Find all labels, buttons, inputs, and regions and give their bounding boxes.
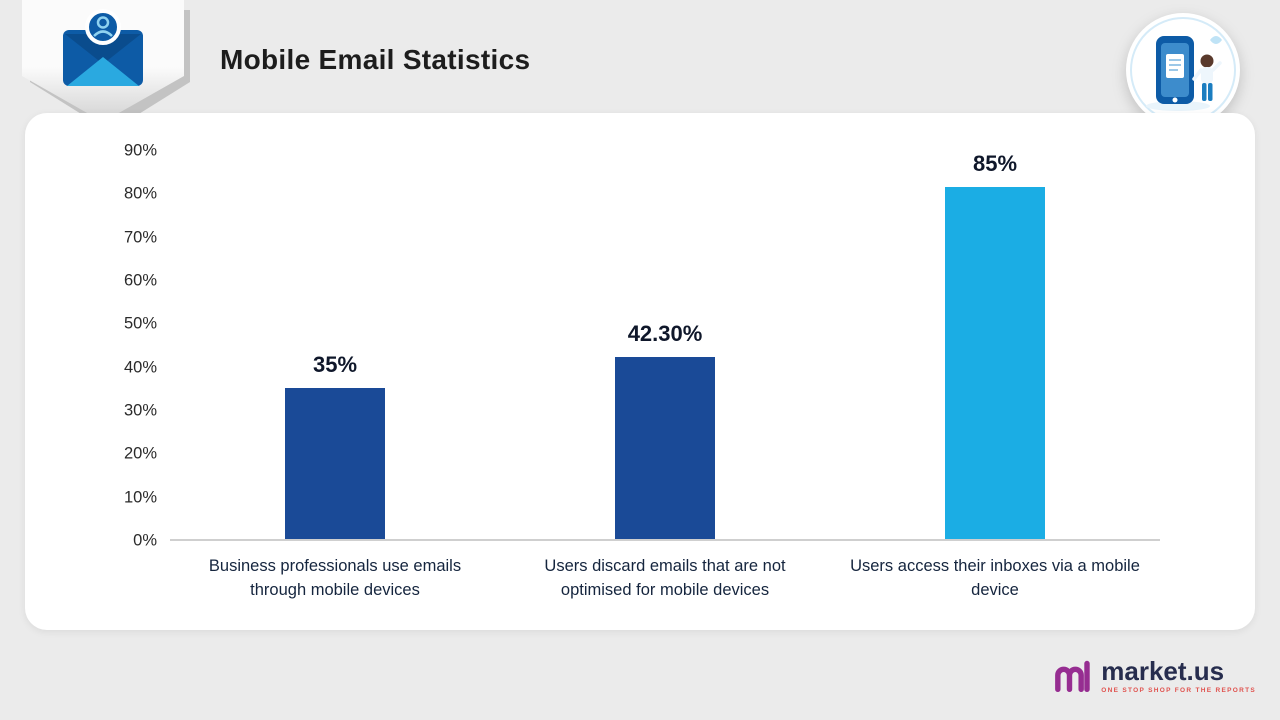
bar-group: 42.30% (500, 151, 830, 539)
plot-area: 35% 42.30% 85% (170, 151, 1160, 541)
chart-card: 0% 10% 20% 30% 40% 50% 60% 70% 80% 90% 35% 42.30% 8… (25, 113, 1255, 630)
category-label: Users discard emails that are not optimi… (544, 557, 786, 599)
y-tick-label: 70% (123, 228, 157, 247)
bar (285, 388, 385, 539)
category-label: Users access their inboxes via a mobile … (850, 557, 1140, 599)
y-tick-label: 40% (123, 358, 157, 377)
bar (615, 356, 715, 539)
y-tick-label: 0% (133, 531, 157, 550)
bar-group: 35% (170, 151, 500, 539)
marketus-m-mark (1055, 660, 1090, 693)
email-envelope-user-icon (22, 0, 190, 132)
y-tick-label: 30% (123, 401, 157, 420)
marketus-logo: market.us ONE STOP SHOP FOR THE REPORTS (1052, 658, 1256, 694)
bar-value-label: 35% (312, 352, 358, 378)
y-tick-label: 80% (123, 184, 157, 203)
category-label: Business professionals use emails throug… (208, 557, 462, 599)
category-labels: Business professionals use emails throug… (170, 555, 1160, 603)
y-axis: 0% 10% 20% 30% 40% 50% 60% 70% 80% 90% (25, 142, 157, 550)
y-tick-label: 90% (123, 141, 157, 160)
bar-value-label: 42.30% (627, 320, 703, 346)
bar-value-label: 85% (972, 151, 1018, 176)
bar (945, 187, 1045, 539)
bar-group: 85% (830, 151, 1160, 539)
logo-text-block: market.us ONE STOP SHOP FOR THE REPORTS (1101, 658, 1256, 694)
logo-name: market.us (1101, 656, 1225, 686)
y-tick-label: 50% (123, 314, 157, 333)
page-title: Mobile Email Statistics (220, 44, 531, 75)
y-tick-label: 60% (123, 271, 157, 290)
header-ribbon-badge (20, 0, 192, 140)
y-tick-label: 20% (123, 444, 157, 463)
logo-tagline: ONE STOP SHOP FOR THE REPORTS (1101, 687, 1256, 694)
y-tick-label: 10% (123, 488, 157, 507)
